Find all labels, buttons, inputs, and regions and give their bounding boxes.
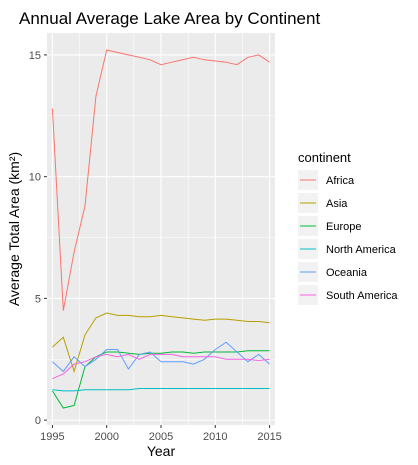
x-tick-label: 1995: [40, 431, 64, 443]
x-tick-label: 2005: [149, 431, 173, 443]
series-line-oceania: [52, 341, 270, 373]
y-tick-label: 5: [35, 293, 41, 305]
legend-label: Asia: [326, 198, 348, 210]
legend-label: Oceania: [326, 267, 368, 279]
legend-label: Africa: [326, 175, 355, 187]
legend-label: North America: [326, 244, 397, 256]
series-line-south-america: [52, 353, 270, 380]
y-axis: 0 5 10 15: [29, 50, 47, 427]
y-axis-title: Average Total Area (km²): [6, 152, 22, 306]
x-tick-label: 2010: [203, 431, 227, 443]
chart-title: Annual Average Lake Area by Continent: [19, 9, 320, 28]
series-lines: [51, 49, 270, 409]
series-line-north-america: [52, 388, 270, 392]
series-line-africa: [51, 49, 270, 311]
legend-title: continent: [298, 150, 351, 165]
legend-label: Europe: [326, 221, 361, 233]
legend-label: South America: [326, 290, 398, 302]
series-line-europe: [51, 350, 270, 409]
grid: [47, 33, 275, 425]
y-tick-label: 10: [29, 172, 41, 184]
series-line-asia: [52, 312, 270, 374]
x-tick-label: 2000: [94, 431, 118, 443]
legend: continent Africa Asia Europe North America O…: [298, 150, 398, 305]
x-axis: 1995 2000 2005 2010 2015: [40, 425, 282, 443]
x-tick-label: 2015: [257, 431, 281, 443]
x-axis-title: Year: [147, 443, 176, 459]
y-tick-label: 0: [35, 415, 41, 427]
y-tick-label: 15: [29, 50, 41, 62]
